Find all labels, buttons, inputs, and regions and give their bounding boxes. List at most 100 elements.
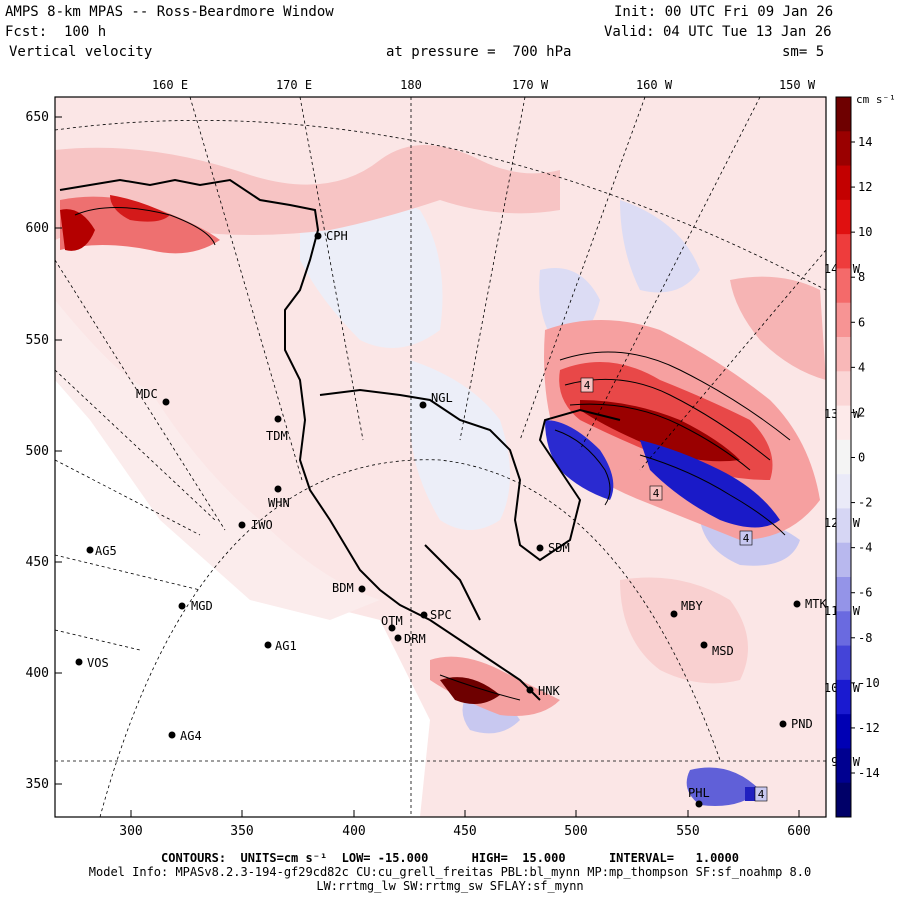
- colorbar-swatch: [836, 748, 851, 784]
- lon-label: 170 E: [276, 78, 312, 92]
- station-label: MTK: [805, 597, 827, 611]
- colorbar-swatch: [836, 782, 851, 818]
- y-tick-label: 400: [26, 666, 49, 681]
- colorbar-swatch: [836, 439, 851, 475]
- colorbar-swatch: [836, 474, 851, 509]
- station-dot: [238, 521, 246, 529]
- station-dot: [388, 624, 396, 632]
- station-label: VOS: [87, 656, 109, 670]
- colorbar-label: -12: [858, 721, 880, 735]
- field-name: Vertical velocity: [9, 44, 153, 60]
- colorbar-label: 4: [858, 360, 865, 374]
- station-dot: [700, 641, 708, 649]
- model-info: Model Info: MPASv8.2.3-194-gf29cd82c CU:…: [88, 865, 812, 879]
- station-dot: [793, 600, 801, 608]
- station-label: MSD: [712, 644, 734, 658]
- colorbar-label: 2: [858, 405, 865, 419]
- pressure-level: at pressure = 700 hPa: [386, 44, 572, 60]
- colorbar-swatch: [836, 302, 851, 338]
- colorbar-swatch: [836, 97, 851, 132]
- map-frame: [54, 96, 827, 818]
- x-tick-label: 400: [342, 824, 365, 839]
- contour-info: CONTOURS: UNITS=cm s⁻¹ LOW= -15.000 HIGH…: [161, 851, 739, 865]
- station-label: AG1: [275, 639, 297, 653]
- colorbar-swatch: [836, 234, 851, 269]
- station-dot: [420, 611, 428, 619]
- colorbar-label: -14: [858, 766, 880, 780]
- lon-label: 170 W: [512, 78, 549, 92]
- colorbar-swatch: [836, 714, 851, 749]
- lon-label: 180: [400, 78, 422, 92]
- colorbar-swatch: [836, 611, 851, 647]
- station-dot: [274, 485, 282, 493]
- lon-label: 160 W: [636, 78, 673, 92]
- station-dot: [86, 546, 94, 554]
- colorbar-swatch: [836, 371, 851, 407]
- x-tick-label: 500: [564, 824, 587, 839]
- x-ticks: [130, 810, 800, 817]
- map-title: AMPS 8-km MPAS -- Ross-Beardmore Window: [5, 4, 334, 20]
- station-dot: [358, 585, 366, 593]
- station-label: OTM: [381, 614, 403, 628]
- station-label: DRM: [404, 632, 426, 646]
- station-label: NGL: [431, 391, 453, 405]
- coastline: [59, 178, 621, 701]
- colorbar-swatch: [836, 679, 851, 715]
- colorbar-label: 10: [858, 225, 872, 239]
- station-dot: [394, 634, 402, 642]
- colorbar-label: 6: [858, 315, 865, 329]
- colorbar-label: 0: [858, 451, 865, 465]
- lon-label: 150 W: [779, 78, 816, 92]
- y-axis: 650 600 550 500 450 400 350: [26, 110, 49, 792]
- station-label: MBY: [681, 599, 703, 613]
- station-label: AG4: [180, 729, 202, 743]
- station-dot: [670, 610, 678, 618]
- lon-labels-top: 160 E 170 E 180 170 W 160 W 150 W: [152, 78, 816, 92]
- y-tick-label: 350: [26, 777, 49, 792]
- station-label: HNK: [538, 684, 560, 698]
- y-tick-label: 600: [26, 221, 49, 236]
- station-dot: [695, 800, 703, 808]
- station-dot: [178, 602, 186, 610]
- station-dot: [162, 398, 170, 406]
- y-ticks: [55, 116, 62, 785]
- station-markers: CPH NGL MDC TDM WHN IWO AG5 SDM BDM MGD …: [75, 229, 827, 808]
- valid-time: Valid: 04 UTC Tue 13 Jan 26: [604, 24, 832, 40]
- x-tick-label: 300: [119, 824, 142, 839]
- lon-label: 160 E: [152, 78, 188, 92]
- colorbar-swatch: [836, 131, 851, 167]
- colorbar-label: 12: [858, 180, 872, 194]
- colorbar-label: -4: [858, 541, 872, 555]
- x-tick-label: 350: [230, 824, 253, 839]
- colorbar-swatch: [836, 337, 851, 372]
- contour-lines: [74, 207, 791, 701]
- colorbar-label: -10: [858, 676, 880, 690]
- colorbar: [836, 97, 851, 818]
- x-tick-label: 450: [453, 824, 476, 839]
- colorbar-swatch: [836, 199, 851, 235]
- vertical-velocity-field: [55, 97, 826, 817]
- colorbar-swatch: [836, 268, 851, 304]
- y-tick-label: 550: [26, 333, 49, 348]
- colorbar-swatch: [836, 165, 851, 201]
- station-label: MGD: [191, 599, 213, 613]
- colorbar-swatch: [836, 542, 851, 578]
- y-tick-label: 650: [26, 110, 49, 125]
- colorbar-units: cm s⁻¹: [856, 93, 896, 106]
- station-dot: [526, 686, 534, 694]
- colorbar-label: -8: [858, 631, 872, 645]
- station-label: AG5: [95, 544, 117, 558]
- station-label: IWO: [251, 518, 273, 532]
- station-dot: [779, 720, 787, 728]
- radiation-info: LW:rrtmg_lw SW:rrtmg_sw SFLAY:sf_mynn: [316, 879, 584, 893]
- station-label: SDM: [548, 541, 570, 555]
- contour-value: 4: [743, 532, 750, 545]
- station-dot: [314, 232, 322, 240]
- contour-value: 4: [584, 379, 591, 392]
- station-dot: [75, 658, 83, 666]
- station-label: CPH: [326, 229, 348, 243]
- colorbar-labels: 14 12 10 8 6 4 2 0 -2 -4 -6 -8 -10 -12 -14: [851, 135, 880, 780]
- station-label: PND: [791, 717, 813, 731]
- station-dot: [168, 731, 176, 739]
- station-label: BDM: [332, 581, 354, 595]
